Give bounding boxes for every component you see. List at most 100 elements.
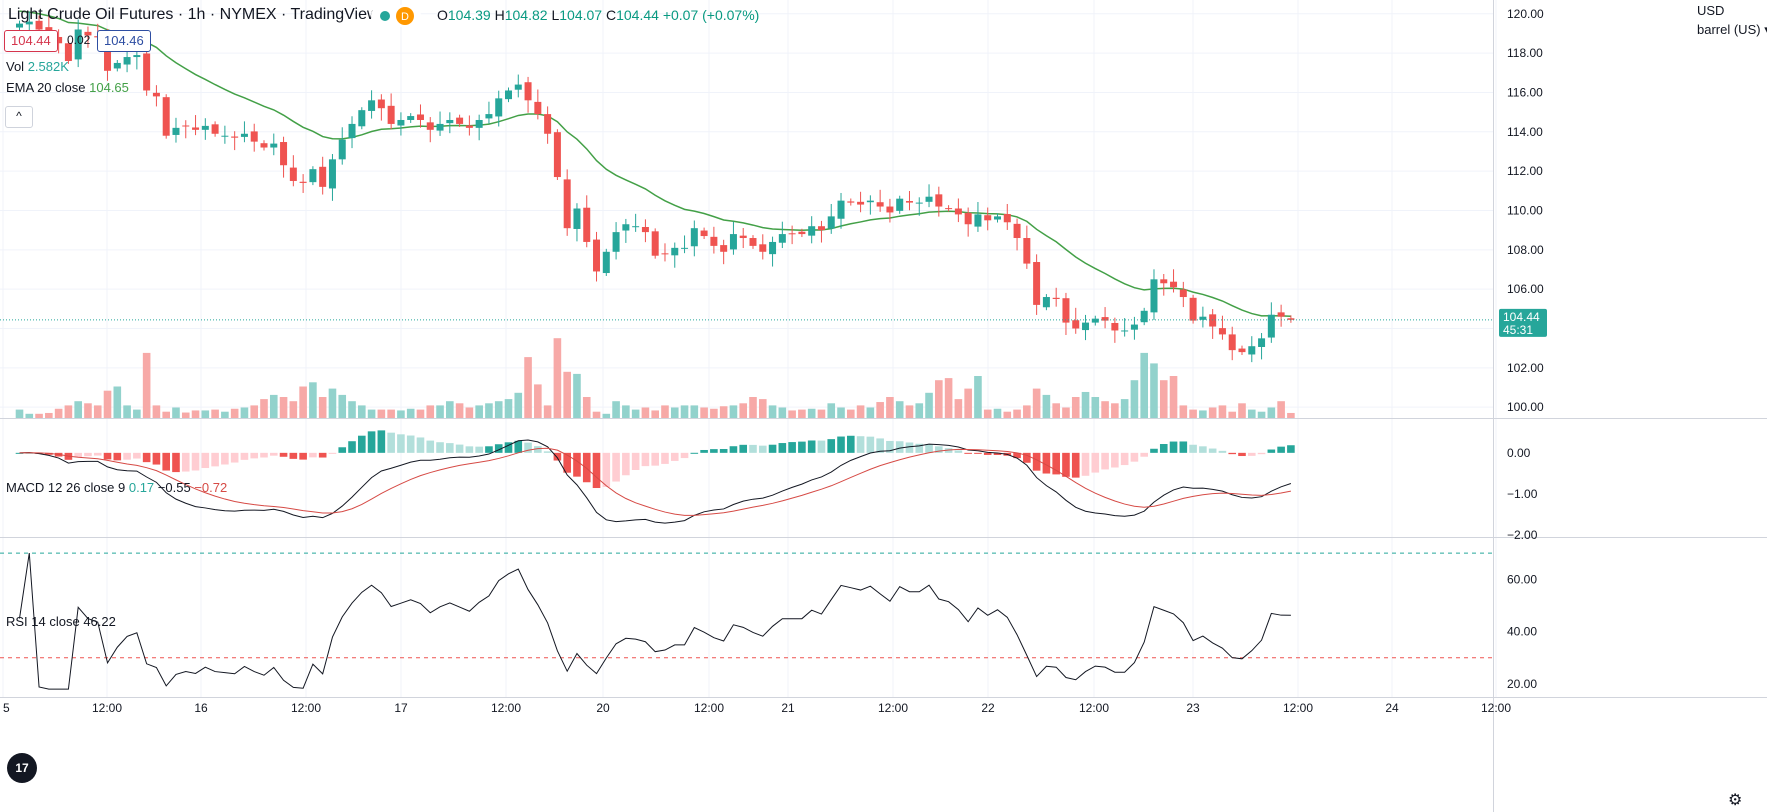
time-tick-label: 5: [3, 701, 10, 715]
volume-legend[interactable]: Vol 2.582K: [6, 59, 69, 74]
bid-price[interactable]: 104.44: [4, 30, 58, 52]
volume-bar: [172, 407, 180, 418]
candle-body: [984, 215, 992, 221]
volume-bar: [367, 409, 376, 418]
volume-bar: [543, 405, 552, 418]
candle-body: [641, 226, 649, 233]
volume-bar: [944, 378, 953, 418]
volume-bar: [299, 386, 307, 418]
price-tick-label: 116.00: [1507, 85, 1543, 99]
time-tick-label: 12:00: [878, 701, 908, 715]
volume-bar: [925, 392, 933, 418]
macd-histogram-bar: [318, 452, 327, 458]
macd-histogram-bar: [905, 442, 914, 453]
macd-histogram-bar: [1081, 452, 1090, 476]
ema-value: 104.65: [89, 80, 129, 95]
macd-histogram-bar: [778, 443, 787, 453]
volume-bar: [191, 410, 200, 418]
candle-body: [661, 253, 669, 255]
volume-bar: [465, 407, 474, 418]
volume-bar: [1218, 405, 1227, 418]
macd-histogram-bar: [612, 452, 620, 482]
candle-body: [1072, 320, 1080, 329]
currency-label[interactable]: USD: [1697, 3, 1725, 18]
macd-histogram-bar: [719, 448, 728, 453]
volume-bar: [240, 407, 249, 418]
macd-histogram-bar: [876, 438, 884, 453]
candle-body: [289, 167, 297, 181]
volume-bar: [455, 403, 464, 418]
collapse-legend-button[interactable]: ^: [5, 106, 33, 128]
macd-histogram-bar: [289, 452, 298, 459]
tradingview-logo[interactable]: 17: [7, 753, 37, 783]
candle-body: [651, 231, 659, 256]
volume-bar: [162, 411, 170, 418]
volume-bar: [406, 408, 415, 418]
rsi-legend[interactable]: RSI 14 close 46.22: [6, 614, 116, 629]
macd-histogram-bar: [1218, 450, 1227, 453]
volume-bar: [1267, 407, 1276, 418]
volume-bar: [348, 401, 356, 418]
candle-body: [182, 125, 190, 127]
candle-body: [1267, 314, 1275, 338]
market-status-chip[interactable]: D: [371, 5, 421, 27]
candle-body: [1150, 279, 1158, 313]
candle-body: [915, 202, 923, 204]
macd-hist-value: 0.17: [128, 480, 155, 495]
macd-histogram-bar: [690, 452, 699, 454]
ema-legend[interactable]: EMA 20 close 104.65: [6, 80, 129, 95]
macd-histogram-bar: [201, 452, 210, 469]
candle-body: [475, 119, 483, 128]
candle-body: [1003, 214, 1011, 223]
macd-legend[interactable]: MACD 12 26 close 9 0.17 −0.55 −0.72: [6, 480, 227, 495]
interval-badge: D: [401, 11, 409, 23]
volume-bar: [35, 413, 43, 418]
symbol-title[interactable]: Light Crude Oil Futures · 1h · NYMEX · T…: [8, 6, 379, 23]
macd-histogram-bar: [944, 448, 953, 453]
volume-bar: [1023, 405, 1031, 418]
time-tick-label: 20: [596, 701, 610, 715]
candle-body: [299, 181, 307, 183]
candle-body: [1052, 297, 1060, 299]
volume-bar: [113, 386, 122, 418]
macd-histogram-bar: [1071, 452, 1080, 478]
macd-histogram-bar: [103, 452, 112, 460]
candle-body: [563, 179, 571, 229]
macd-histogram-bar: [230, 452, 239, 463]
macd-histogram-bar: [1111, 452, 1119, 468]
volume-bar: [788, 410, 796, 418]
candle-body: [1179, 289, 1187, 298]
volume-bar: [886, 397, 894, 418]
volume-bar: [1169, 376, 1178, 418]
price-tick-label: 112.00: [1507, 164, 1543, 178]
candle-body: [896, 198, 904, 211]
candle-body: [1189, 297, 1197, 321]
price-tick-label: 100.00: [1507, 400, 1544, 414]
macd-tick-label: 0.00: [1507, 446, 1531, 460]
rsi-tick-label: 20.00: [1507, 677, 1537, 691]
candle-body: [729, 234, 737, 250]
candle-body: [495, 98, 503, 117]
last-price-value: 104.44: [1503, 310, 1540, 324]
ask-price[interactable]: 104.46: [97, 30, 151, 52]
volume-bar: [710, 408, 718, 418]
volume-bar: [954, 399, 963, 418]
macd-tick-label: −2.00: [1507, 528, 1538, 542]
candle-body: [1033, 262, 1041, 305]
unit-label[interactable]: barrel (US) ▾: [1697, 22, 1767, 38]
volume-bar: [1159, 380, 1168, 418]
macd-histogram-bar: [739, 444, 748, 453]
volume-bar: [387, 409, 395, 418]
candle-body: [954, 208, 962, 215]
volume-bar: [641, 407, 650, 418]
volume-bar: [680, 405, 689, 418]
volume-bar: [915, 403, 924, 418]
gear-icon[interactable]: ⚙: [1728, 792, 1743, 809]
volume-bar: [1120, 399, 1129, 418]
last-price-tag: [1499, 308, 1547, 337]
macd-histogram-bar: [221, 452, 229, 465]
volume-bar: [211, 409, 219, 418]
volume-bar: [719, 406, 728, 418]
macd-histogram-bar: [93, 452, 102, 456]
